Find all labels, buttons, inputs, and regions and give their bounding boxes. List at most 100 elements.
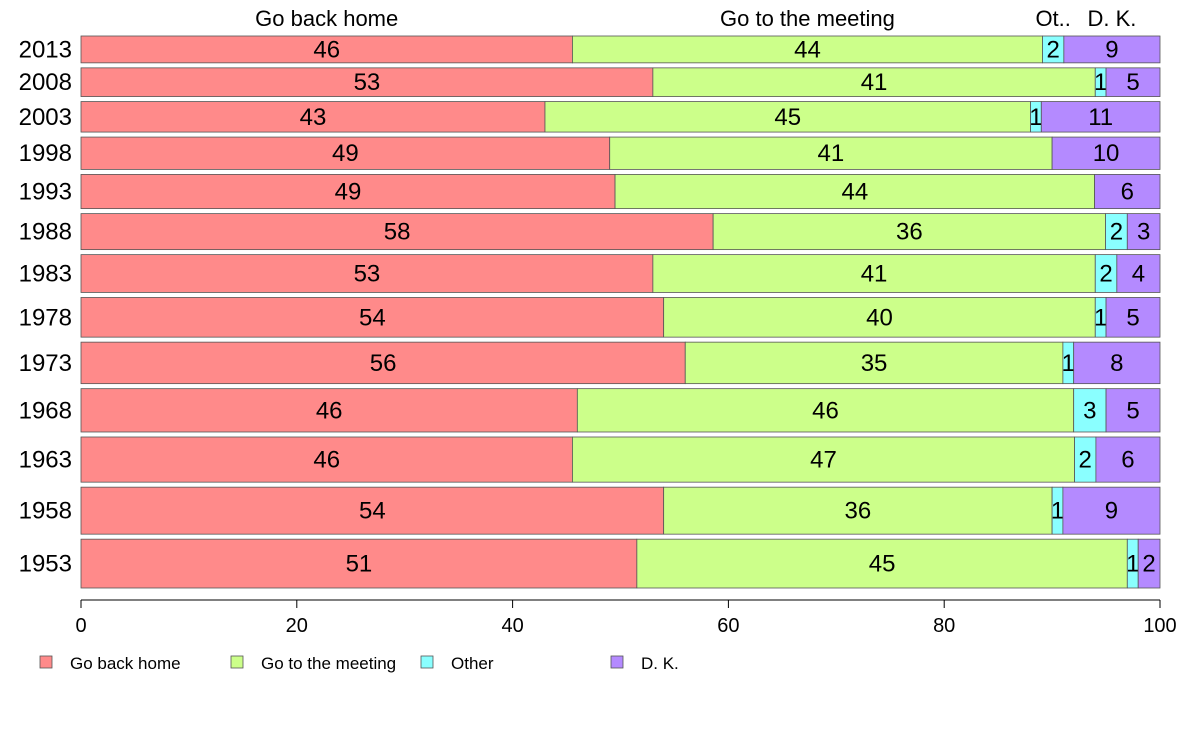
bar-segment-0-1983 — [80, 254, 654, 293]
year-label-2003: 2003 — [19, 104, 72, 131]
bar-segment-1-1953 — [636, 538, 1128, 589]
data-label: 58 — [384, 219, 411, 246]
year-label-1978: 1978 — [19, 304, 72, 331]
bar-segment-0-1998 — [80, 136, 611, 170]
bar-segment-0-2013 — [80, 35, 573, 64]
bar-segment-3-1958 — [1062, 486, 1161, 535]
bar-segment-3-1998 — [1051, 136, 1161, 170]
data-label: 2 — [1099, 261, 1112, 288]
data-label: 1 — [1051, 498, 1064, 525]
data-label: 46 — [313, 36, 340, 63]
bar-segment-0-1988 — [80, 213, 714, 251]
x-tick-label: 100 — [1143, 615, 1176, 637]
year-label-1953: 1953 — [19, 551, 72, 578]
year-label-1963: 1963 — [19, 447, 72, 474]
bar-segment-1-2008 — [652, 67, 1096, 97]
bar-row-1973: 56 35 1 8 — [80, 341, 1161, 385]
bar-segment-1-1958 — [663, 486, 1053, 535]
data-label: 49 — [332, 140, 359, 167]
bar-segment-1-1978 — [663, 297, 1096, 338]
data-label: 53 — [354, 69, 381, 96]
legend: Go back home Go to the meeting Other D. K. — [39, 654, 679, 673]
legend-item-0: Go back home — [39, 654, 181, 673]
data-label: 2 — [1079, 447, 1092, 474]
bar-row-1958: 54 36 1 9 — [80, 486, 1161, 535]
data-label: 45 — [869, 551, 896, 578]
legend-swatch — [420, 655, 434, 669]
bar-segment-3-1953 — [1137, 538, 1161, 589]
legend-item-3: D. K. — [610, 654, 679, 673]
year-label-1958: 1958 — [19, 498, 72, 525]
bar-row-1978: 54 40 1 5 — [80, 297, 1161, 338]
data-label: 46 — [812, 397, 839, 424]
data-label: 36 — [896, 219, 923, 246]
year-labels: 2013 2008 2003 1998 1993 1988 1983 1978 1973 1968… — [19, 36, 72, 577]
data-label: 53 — [354, 261, 381, 288]
year-label-1968: 1968 — [19, 397, 72, 424]
x-tick-label: 60 — [717, 615, 739, 637]
bar-row-1968: 46 46 3 5 — [80, 388, 1161, 433]
bar-segment-3-2008 — [1105, 67, 1161, 97]
data-label: 1 — [1094, 69, 1107, 96]
data-label: 44 — [841, 179, 868, 206]
year-label-1983: 1983 — [19, 261, 72, 288]
bar-segment-1-1973 — [684, 341, 1064, 385]
year-label-1998: 1998 — [19, 140, 72, 167]
bar-segment-3-1993 — [1094, 174, 1161, 210]
bar-segment-1-1993 — [614, 174, 1096, 210]
bar-segment-0-1978 — [80, 297, 665, 338]
data-label: 5 — [1126, 69, 1139, 96]
bar-segment-0-2008 — [80, 67, 654, 97]
data-label: 3 — [1083, 397, 1096, 424]
bar-segment-0-1993 — [80, 174, 616, 210]
data-label: 5 — [1126, 397, 1139, 424]
data-label: 2 — [1110, 219, 1123, 246]
bar-segment-3-2003 — [1040, 101, 1161, 133]
legend-swatch — [230, 655, 244, 669]
bar-segment-3-1968 — [1105, 388, 1161, 433]
data-label: 9 — [1105, 36, 1118, 63]
data-label: 1 — [1094, 304, 1107, 331]
data-label: 1 — [1029, 104, 1042, 131]
data-label: 46 — [313, 447, 340, 474]
bar-row-2003: 43 45 1 11 — [80, 101, 1161, 133]
bar-row-1993: 49 44 6 — [80, 174, 1161, 210]
legend-label: Other — [451, 654, 494, 673]
bar-row-2008: 53 41 1 5 — [80, 67, 1161, 97]
data-label: 49 — [335, 179, 362, 206]
bar-segment-1-1968 — [576, 388, 1075, 433]
bar-segment-1-2003 — [544, 101, 1031, 133]
legend-item-2: Other — [420, 654, 494, 673]
bar-row-1983: 53 41 2 4 — [80, 254, 1161, 293]
data-label: 2 — [1142, 551, 1155, 578]
bar-segment-0-1973 — [80, 341, 686, 385]
data-label: 41 — [861, 69, 888, 96]
year-label-1973: 1973 — [19, 350, 72, 377]
data-label: 46 — [316, 397, 343, 424]
year-label-1993: 1993 — [19, 179, 72, 206]
bar-segment-0-1958 — [80, 486, 665, 535]
bar-segment-3-1988 — [1126, 213, 1161, 251]
data-label: 9 — [1105, 498, 1118, 525]
x-tick-label: 40 — [501, 615, 523, 637]
year-label-1988: 1988 — [19, 219, 72, 246]
top-label-0: Go back home — [255, 6, 398, 31]
year-label-2013: 2013 — [19, 36, 72, 63]
legend-swatch — [610, 655, 624, 669]
bar-segment-0-2003 — [80, 101, 546, 133]
bar-segment-3-1983 — [1116, 254, 1161, 293]
bar-row-1953: 51 45 1 2 — [80, 538, 1161, 589]
data-label: 56 — [370, 350, 397, 377]
bar-segment-3-2013 — [1063, 35, 1161, 64]
bar-segment-0-1963 — [80, 436, 573, 483]
data-label: 1 — [1126, 551, 1139, 578]
data-label: 10 — [1093, 140, 1120, 167]
bar-segment-1-1983 — [652, 254, 1096, 293]
x-tick-label: 0 — [75, 615, 86, 637]
data-label: 6 — [1121, 179, 1134, 206]
top-label-1: Go to the meeting — [720, 6, 895, 31]
bar-segment-0-1953 — [80, 538, 638, 589]
data-label: 45 — [774, 104, 801, 131]
bar-segment-1-2013 — [572, 35, 1043, 64]
